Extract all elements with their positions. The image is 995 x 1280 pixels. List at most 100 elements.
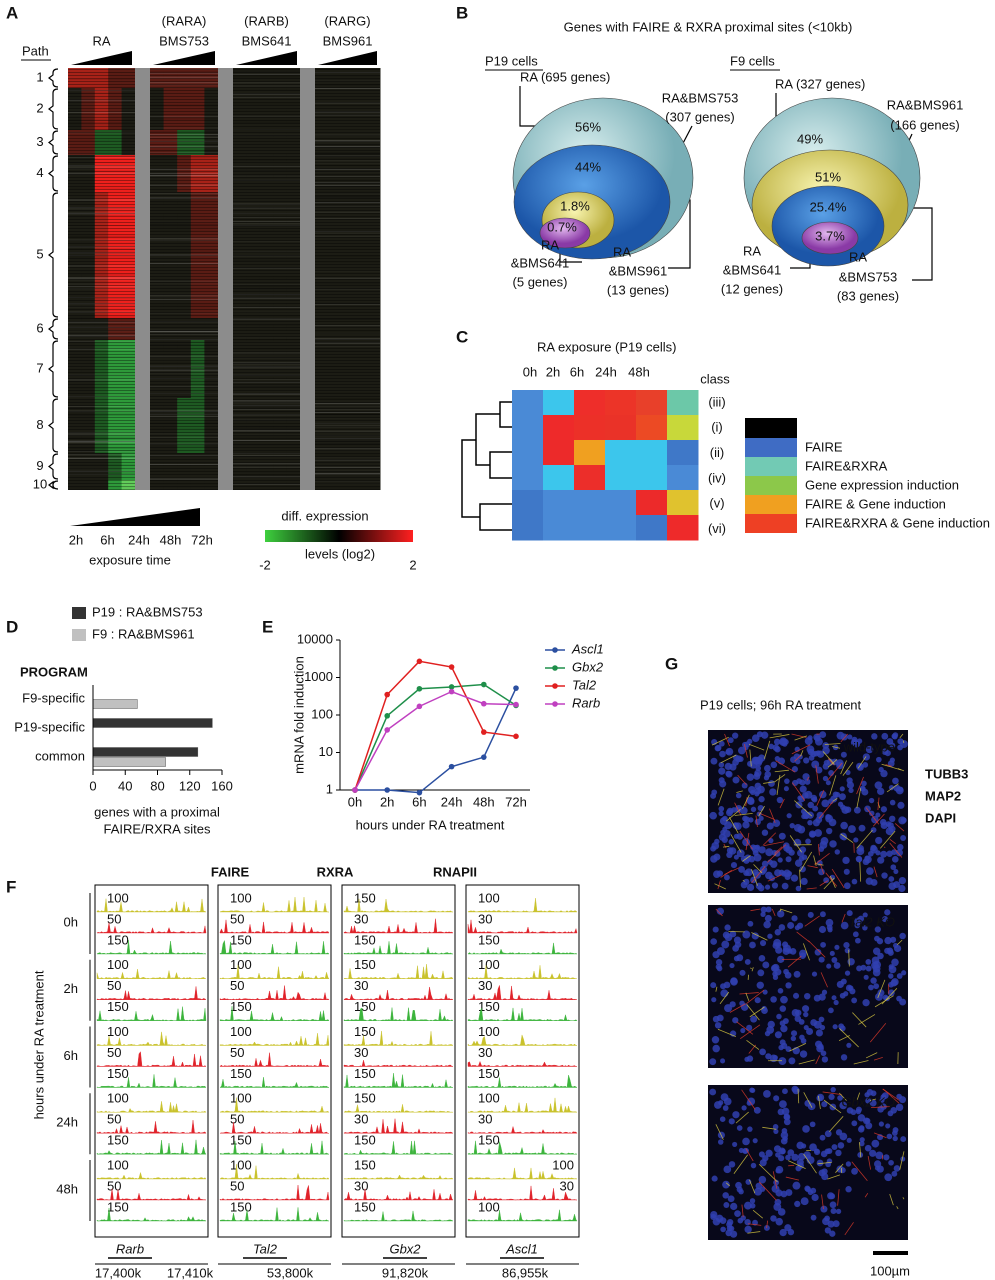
nucleus	[871, 733, 878, 740]
nucleus	[836, 731, 845, 740]
time-label: 6h	[100, 532, 114, 547]
path-label: 10	[33, 476, 47, 491]
signal-track	[343, 964, 454, 979]
track-scale: 150	[354, 1133, 376, 1148]
nucleus	[816, 750, 825, 758]
neurite	[889, 838, 896, 844]
nucleus	[732, 1141, 738, 1147]
nucleus	[856, 965, 863, 972]
nucleus	[784, 778, 790, 784]
nucleus	[730, 862, 738, 869]
neurite	[873, 1132, 887, 1139]
signal-track	[343, 941, 454, 955]
nucleus	[727, 1195, 735, 1203]
nucleus	[825, 814, 832, 820]
nucleus	[790, 874, 799, 882]
track-scale: 100	[107, 1157, 129, 1172]
neurite	[751, 932, 768, 941]
nucleus	[821, 1101, 828, 1108]
point	[481, 754, 487, 760]
nucleus	[718, 777, 725, 784]
neurite	[796, 931, 810, 943]
nucleus	[720, 1058, 726, 1064]
nucleus	[787, 1149, 795, 1156]
heatmap-cell	[512, 390, 544, 416]
nucleus	[777, 857, 783, 863]
nucleus	[841, 806, 850, 814]
nucleus	[803, 1011, 809, 1018]
panel-letter: B	[456, 3, 468, 22]
nucleus	[795, 885, 802, 892]
x-axis-title: FAIRE/RXRA sites	[104, 821, 211, 836]
neurite	[736, 1021, 754, 1035]
nucleus	[762, 989, 768, 995]
nucleus	[761, 1007, 768, 1014]
nucleus	[750, 806, 757, 813]
track-scale: 150	[354, 932, 376, 947]
point	[448, 684, 455, 690]
nucleus	[750, 1015, 758, 1023]
neurite	[864, 1193, 869, 1198]
track-scale: 150	[107, 1133, 129, 1148]
neurite	[832, 797, 838, 802]
column-header: BMS961	[323, 33, 373, 48]
signal-track	[343, 1140, 454, 1155]
nucleus	[785, 856, 792, 863]
coordinate-label: 53,800k	[267, 1265, 314, 1280]
time-label: 48h	[628, 364, 650, 379]
nucleus	[736, 954, 744, 962]
neurite	[745, 832, 750, 851]
nucleus	[867, 850, 874, 857]
nucleus	[891, 958, 899, 967]
bracket	[48, 480, 59, 490]
scale-bar-label: 100µm	[870, 1263, 910, 1278]
point	[416, 658, 423, 665]
neurite	[764, 740, 771, 759]
venn-label: &BMS641	[511, 255, 570, 270]
nucleus	[743, 816, 751, 823]
nucleus	[891, 855, 899, 863]
nucleus	[854, 917, 863, 926]
nucleus	[828, 1007, 834, 1014]
legend-point	[552, 683, 558, 689]
nucleus	[789, 823, 795, 829]
legend-point	[552, 701, 558, 707]
nucleus	[723, 874, 730, 881]
legend-swatch	[745, 514, 797, 533]
neurite	[715, 1124, 724, 1140]
nucleus	[857, 1126, 865, 1133]
track-scale: 50	[107, 1112, 121, 1127]
nucleus	[868, 984, 874, 991]
nucleus	[754, 997, 761, 1004]
nucleus	[711, 997, 717, 1003]
bracket	[48, 192, 59, 318]
nucleus	[787, 921, 795, 929]
heatmap-cell	[667, 490, 699, 516]
path-label: 6	[36, 320, 43, 335]
nucleus	[805, 838, 811, 845]
nucleus	[887, 1110, 894, 1117]
nucleus	[751, 932, 759, 940]
nucleus	[711, 1175, 718, 1182]
x-tick-label: 48h	[473, 794, 495, 809]
neurite	[818, 1095, 821, 1109]
nucleus	[880, 1094, 887, 1100]
neurite	[751, 967, 754, 972]
nucleus	[715, 744, 722, 752]
gene-label: Gbx2	[389, 1241, 421, 1256]
nucleus	[891, 978, 899, 986]
nucleus	[768, 743, 774, 750]
nucleus	[803, 812, 810, 820]
neurite	[799, 869, 801, 888]
track-scale: 150	[354, 1091, 376, 1106]
signal-track	[96, 1006, 207, 1021]
nucleus	[733, 833, 739, 839]
nucleus	[881, 872, 888, 879]
signal-track	[219, 985, 330, 1001]
neurite	[758, 812, 775, 821]
neurite	[730, 834, 742, 853]
heatmap-cell	[636, 440, 668, 466]
path-label: 2	[36, 100, 43, 115]
heatmap-cell	[512, 490, 544, 516]
nucleus	[713, 870, 721, 878]
